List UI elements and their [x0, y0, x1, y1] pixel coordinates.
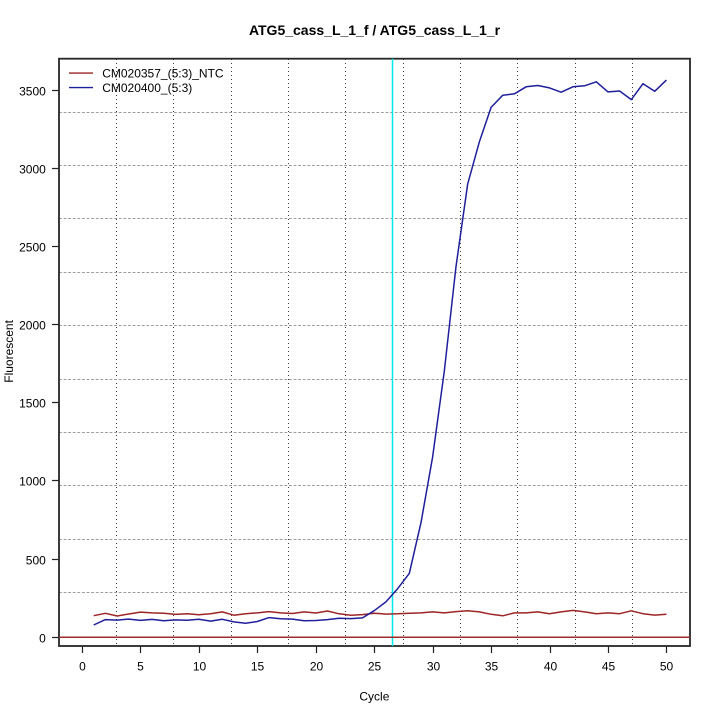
svg-text:25: 25 [368, 659, 382, 673]
svg-text:3500: 3500 [19, 84, 46, 98]
svg-text:40: 40 [544, 659, 558, 673]
svg-text:45: 45 [602, 659, 616, 673]
svg-text:10: 10 [193, 659, 207, 673]
svg-text:Cycle: Cycle [359, 690, 389, 704]
svg-text:15: 15 [251, 659, 265, 673]
svg-text:1500: 1500 [19, 396, 46, 410]
svg-text:5: 5 [137, 659, 144, 673]
svg-text:ATG5_cass_L_1_f / ATG5_cass_L_: ATG5_cass_L_1_f / ATG5_cass_L_1_r [249, 22, 501, 38]
svg-text:35: 35 [485, 659, 499, 673]
svg-text:3000: 3000 [19, 162, 46, 176]
svg-text:1000: 1000 [19, 474, 46, 488]
svg-text:500: 500 [26, 553, 46, 567]
svg-text:2000: 2000 [19, 318, 46, 332]
svg-text:20: 20 [310, 659, 324, 673]
svg-text:0: 0 [39, 631, 46, 645]
svg-text:2500: 2500 [19, 240, 46, 254]
svg-text:Fluorescent: Fluorescent [2, 319, 16, 382]
svg-text:CM020400_(5:3): CM020400_(5:3) [102, 81, 192, 95]
svg-text:CM020357_(5:3)_NTC: CM020357_(5:3)_NTC [102, 67, 224, 81]
svg-text:30: 30 [427, 659, 441, 673]
svg-text:0: 0 [79, 659, 86, 673]
svg-text:50: 50 [660, 659, 674, 673]
